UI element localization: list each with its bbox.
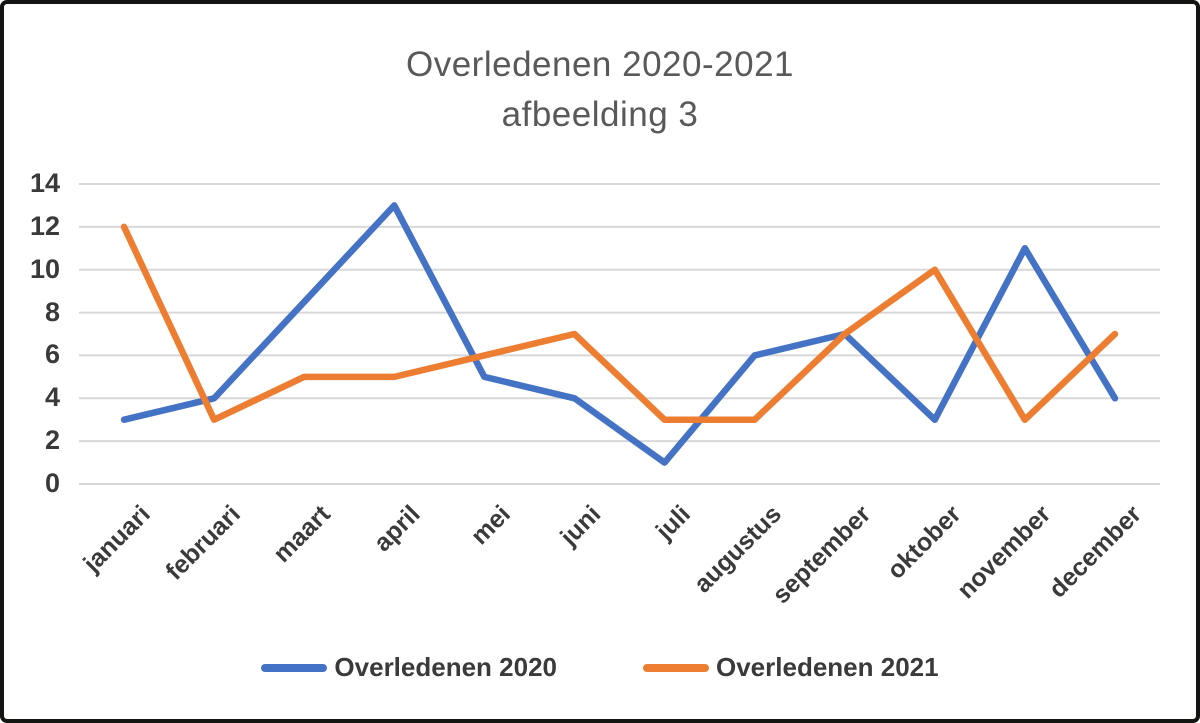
plot-area (79, 183, 1160, 485)
y-tick-label: 8 (44, 296, 60, 327)
legend: Overledenen 2020 Overledenen 2021 (4, 652, 1196, 683)
legend-label-2021: Overledenen 2021 (716, 652, 939, 682)
series-line-overledenen-2021 (120, 223, 1119, 423)
y-tick-label: 4 (44, 382, 60, 413)
series-line-overledenen-2020 (120, 202, 1119, 466)
y-tick-label: 0 (44, 468, 60, 498)
legend-swatch-2021 (643, 663, 709, 672)
legend-item-overledenen-2021: Overledenen 2021 (643, 652, 939, 683)
y-tick-label: 14 (29, 168, 60, 198)
chart-title: Overledenen 2020-2021 afbeelding 3 (4, 40, 1196, 139)
y-tick-label: 6 (44, 339, 60, 370)
legend-swatch-2020 (261, 663, 328, 672)
y-tick-label: 10 (29, 253, 60, 284)
legend-label-2020: Overledenen 2020 (334, 652, 557, 682)
legend-item-overledenen-2020: Overledenen 2020 (261, 652, 557, 683)
y-tick-label: 12 (29, 210, 60, 241)
chart-title-line2: afbeelding 3 (501, 94, 699, 134)
chart-title-line1: Overledenen 2020-2021 (405, 45, 794, 84)
y-tick-label: 2 (44, 425, 60, 456)
